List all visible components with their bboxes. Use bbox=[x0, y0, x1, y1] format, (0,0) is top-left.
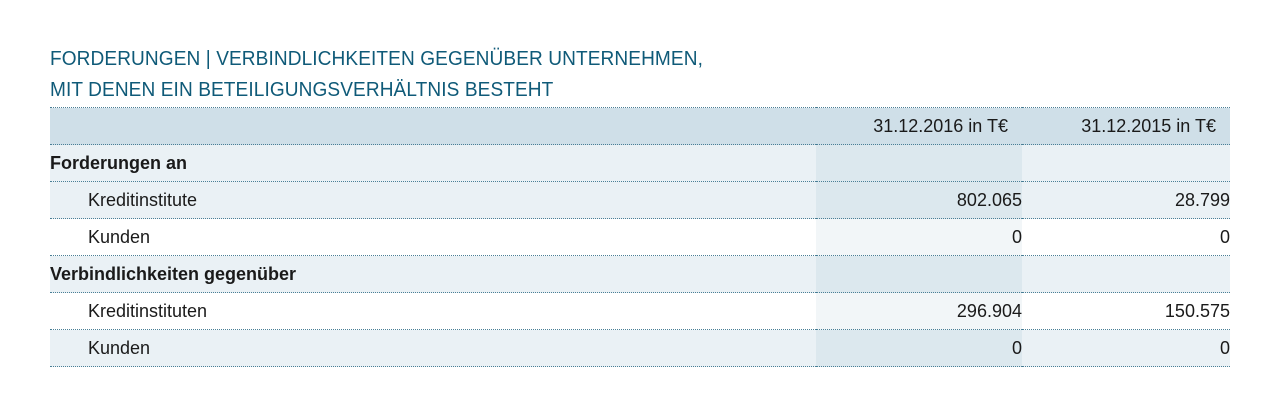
row-label: Kunden bbox=[50, 218, 816, 256]
table-title: FORDERUNGEN | VERBINDLICHKEITEN GEGENÜBE… bbox=[50, 43, 1147, 105]
table-row-group-verbindlichkeiten: Verbindlichkeiten gegenüber bbox=[50, 255, 1230, 293]
value-2016: 802.065 bbox=[816, 181, 1022, 219]
table-title-line-1: FORDERUNGEN | VERBINDLICHKEITEN GEGENÜBE… bbox=[50, 47, 703, 70]
table-row: Kunden 0 0 bbox=[50, 329, 1230, 367]
table-row: Kreditinstitute 802.065 28.799 bbox=[50, 181, 1230, 219]
row-label: Kunden bbox=[50, 329, 816, 367]
table-title-line-2: MIT DENEN EIN BETEILIGUNGSVERHÄLTNIS BES… bbox=[50, 78, 554, 101]
value-2015: 0 bbox=[1022, 329, 1230, 367]
value-2015: 0 bbox=[1022, 218, 1230, 256]
value-2016: 0 bbox=[816, 218, 1022, 256]
value-2015 bbox=[1022, 144, 1230, 182]
value-2015 bbox=[1022, 255, 1230, 293]
financial-table: 31.12.2016 in T€ 31.12.2015 in T€ Forder… bbox=[50, 107, 1230, 367]
row-label: Forderungen an bbox=[50, 144, 816, 182]
header-col-2015: 31.12.2015 in T€ bbox=[1022, 107, 1230, 145]
header-label-cell bbox=[50, 107, 816, 145]
value-2015: 150.575 bbox=[1022, 292, 1230, 330]
table-row: Kunden 0 0 bbox=[50, 218, 1230, 256]
header-row: 31.12.2016 in T€ 31.12.2015 in T€ bbox=[50, 107, 1230, 145]
value-2016: 0 bbox=[816, 329, 1022, 367]
value-2015: 28.799 bbox=[1022, 181, 1230, 219]
header-col-2016: 31.12.2016 in T€ bbox=[816, 107, 1022, 145]
value-2016 bbox=[816, 144, 1022, 182]
row-label: Kreditinstituten bbox=[50, 292, 816, 330]
row-label: Verbindlichkeiten gegenüber bbox=[50, 255, 816, 293]
table-row: Kreditinstituten 296.904 150.575 bbox=[50, 292, 1230, 330]
table-row-group-forderungen: Forderungen an bbox=[50, 144, 1230, 182]
value-2016: 296.904 bbox=[816, 292, 1022, 330]
row-label: Kreditinstitute bbox=[50, 181, 816, 219]
value-2016 bbox=[816, 255, 1022, 293]
